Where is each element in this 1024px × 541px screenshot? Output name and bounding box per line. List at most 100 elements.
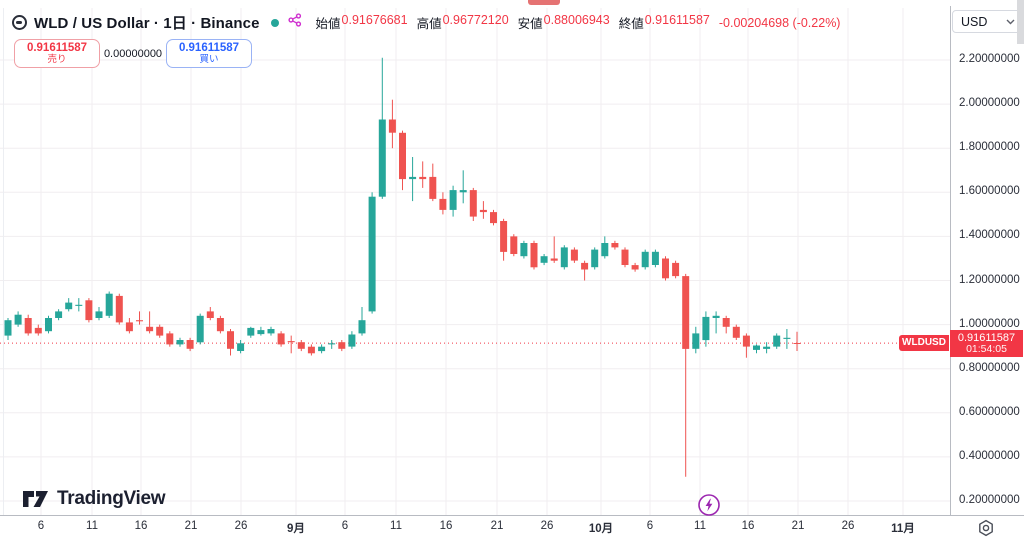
price-axis[interactable]: 2.20000000 2.00000000 1.80000000 1.60000000… [951, 0, 1024, 515]
candle-body [429, 176, 437, 199]
candle-body [216, 318, 224, 332]
candle-body [176, 340, 184, 345]
candle-body [469, 190, 477, 217]
candle-body [773, 335, 781, 347]
candle-body [753, 345, 760, 350]
candle-body [550, 258, 558, 261]
high-label: 高値 [416, 17, 442, 31]
candle-body [540, 256, 548, 263]
lightning-icon [698, 494, 720, 516]
price-axis-label: 0.40000000 [959, 449, 1020, 462]
time-axis-label: 9月 [287, 523, 305, 535]
candle-body [732, 326, 740, 338]
axis-price-tag: 0.91611587 01:54:05 [950, 330, 1023, 358]
candle-body [510, 236, 518, 254]
share-icon[interactable] [287, 13, 302, 32]
candle-body [591, 249, 599, 268]
candle-body [75, 304, 83, 306]
time-axis-label: 11 [86, 520, 98, 532]
price-axis-divider [950, 6, 951, 515]
time-axis-label: 11 [694, 520, 706, 532]
buy-button[interactable]: 0.91611587 買い [166, 39, 252, 68]
candle-body [247, 327, 255, 336]
candle-body [85, 300, 93, 321]
gear-icon [979, 519, 993, 537]
time-axis-label: 16 [439, 520, 453, 532]
tradingview-logo-icon [23, 491, 48, 507]
candle-body [692, 333, 700, 349]
candle-body [439, 198, 447, 210]
candle-body [378, 119, 386, 197]
candle-body [500, 221, 508, 252]
candle-body [449, 190, 457, 210]
time-axis[interactable]: 6 11 16 21 26 9月 6 11 16 21 26 10月 6 11 16 21 26 11月 [0, 516, 950, 541]
price-axis-label: 1.20000000 [959, 273, 1020, 286]
time-axis-label: 11 [390, 520, 402, 532]
candlestick-chart-pane[interactable] [0, 0, 1024, 515]
candle-body [196, 315, 204, 343]
open-value: 0.91676681 [341, 13, 408, 27]
time-axis-label: 21 [791, 520, 805, 532]
candle-body [206, 311, 214, 318]
candle-body [348, 334, 356, 347]
candle-body [105, 293, 113, 316]
currency-selector[interactable]: USD [952, 10, 1022, 33]
price-axis-label: 1.80000000 [959, 141, 1020, 154]
candle-body [368, 196, 376, 312]
candle-body [186, 340, 194, 349]
sell-label: 売り [47, 53, 67, 65]
candle-body [641, 251, 649, 268]
high-value: 0.96772120 [442, 13, 509, 27]
candle-body [307, 346, 315, 354]
spread-value: 0.00000000 [103, 47, 163, 60]
candle-body [763, 346, 771, 349]
time-axis-label: 21 [184, 520, 198, 532]
candle-body [793, 343, 801, 344]
symbol-title[interactable]: WLD / US Dollar · 1日 · Binance [34, 15, 260, 32]
candle-body [621, 249, 629, 265]
buy-label: 買い [199, 53, 219, 65]
candle-body [115, 295, 123, 323]
price-axis-label: 1.60000000 [959, 185, 1020, 198]
candle-body [227, 331, 234, 349]
low-label: 安値 [517, 17, 543, 31]
low-value: 0.88006943 [543, 13, 610, 27]
tradingview-logo[interactable]: TradingView [22, 488, 166, 510]
candle-body [277, 333, 285, 345]
candle-body [783, 337, 791, 339]
price-axis-label: 2.00000000 [959, 97, 1020, 110]
candle-body [712, 315, 720, 318]
candle-body [34, 327, 42, 334]
candle-body [125, 322, 133, 332]
candle-body [297, 342, 305, 349]
candle-body [399, 132, 406, 180]
candle-body [722, 318, 730, 327]
sell-price: 0.91611587 [26, 41, 88, 54]
chart-legend: WLD / US Dollar · 1日 · Binance 始値 0.91676… [12, 12, 840, 33]
candle-body [702, 316, 710, 341]
time-axis-label: 10月 [588, 523, 614, 535]
trade-panel: 0.91611587 売り 0.00000000 0.91611587 買い [14, 39, 252, 68]
bar-countdown: 01:54:05 [966, 343, 1007, 356]
symbol-price-tag: WLDUSD [899, 335, 949, 352]
candle-body [570, 249, 578, 261]
ohlc-values: 始値 0.91676681 高値 0.96772120 安値 0.88006943 終… [316, 13, 841, 32]
axis-settings-button[interactable] [976, 518, 996, 538]
candle-body [14, 314, 22, 325]
candle-body [682, 276, 690, 349]
realtime-data-button[interactable] [697, 493, 721, 517]
candle-body [287, 341, 295, 343]
time-axis-divider [0, 515, 1024, 516]
left-edge-divider [3, 8, 4, 515]
candle-body [581, 262, 589, 270]
candle-body [672, 262, 680, 277]
time-axis-label: 26 [234, 520, 248, 532]
price-axis-label: 0.20000000 [959, 494, 1020, 506]
sell-button[interactable]: 0.91611587 売り [14, 39, 100, 68]
candle-body [742, 335, 750, 347]
price-axis-label: 0.80000000 [959, 361, 1020, 374]
time-axis-label: 21 [490, 520, 504, 532]
candle-body [631, 265, 639, 270]
price-axis-label: 0.60000000 [959, 405, 1020, 418]
